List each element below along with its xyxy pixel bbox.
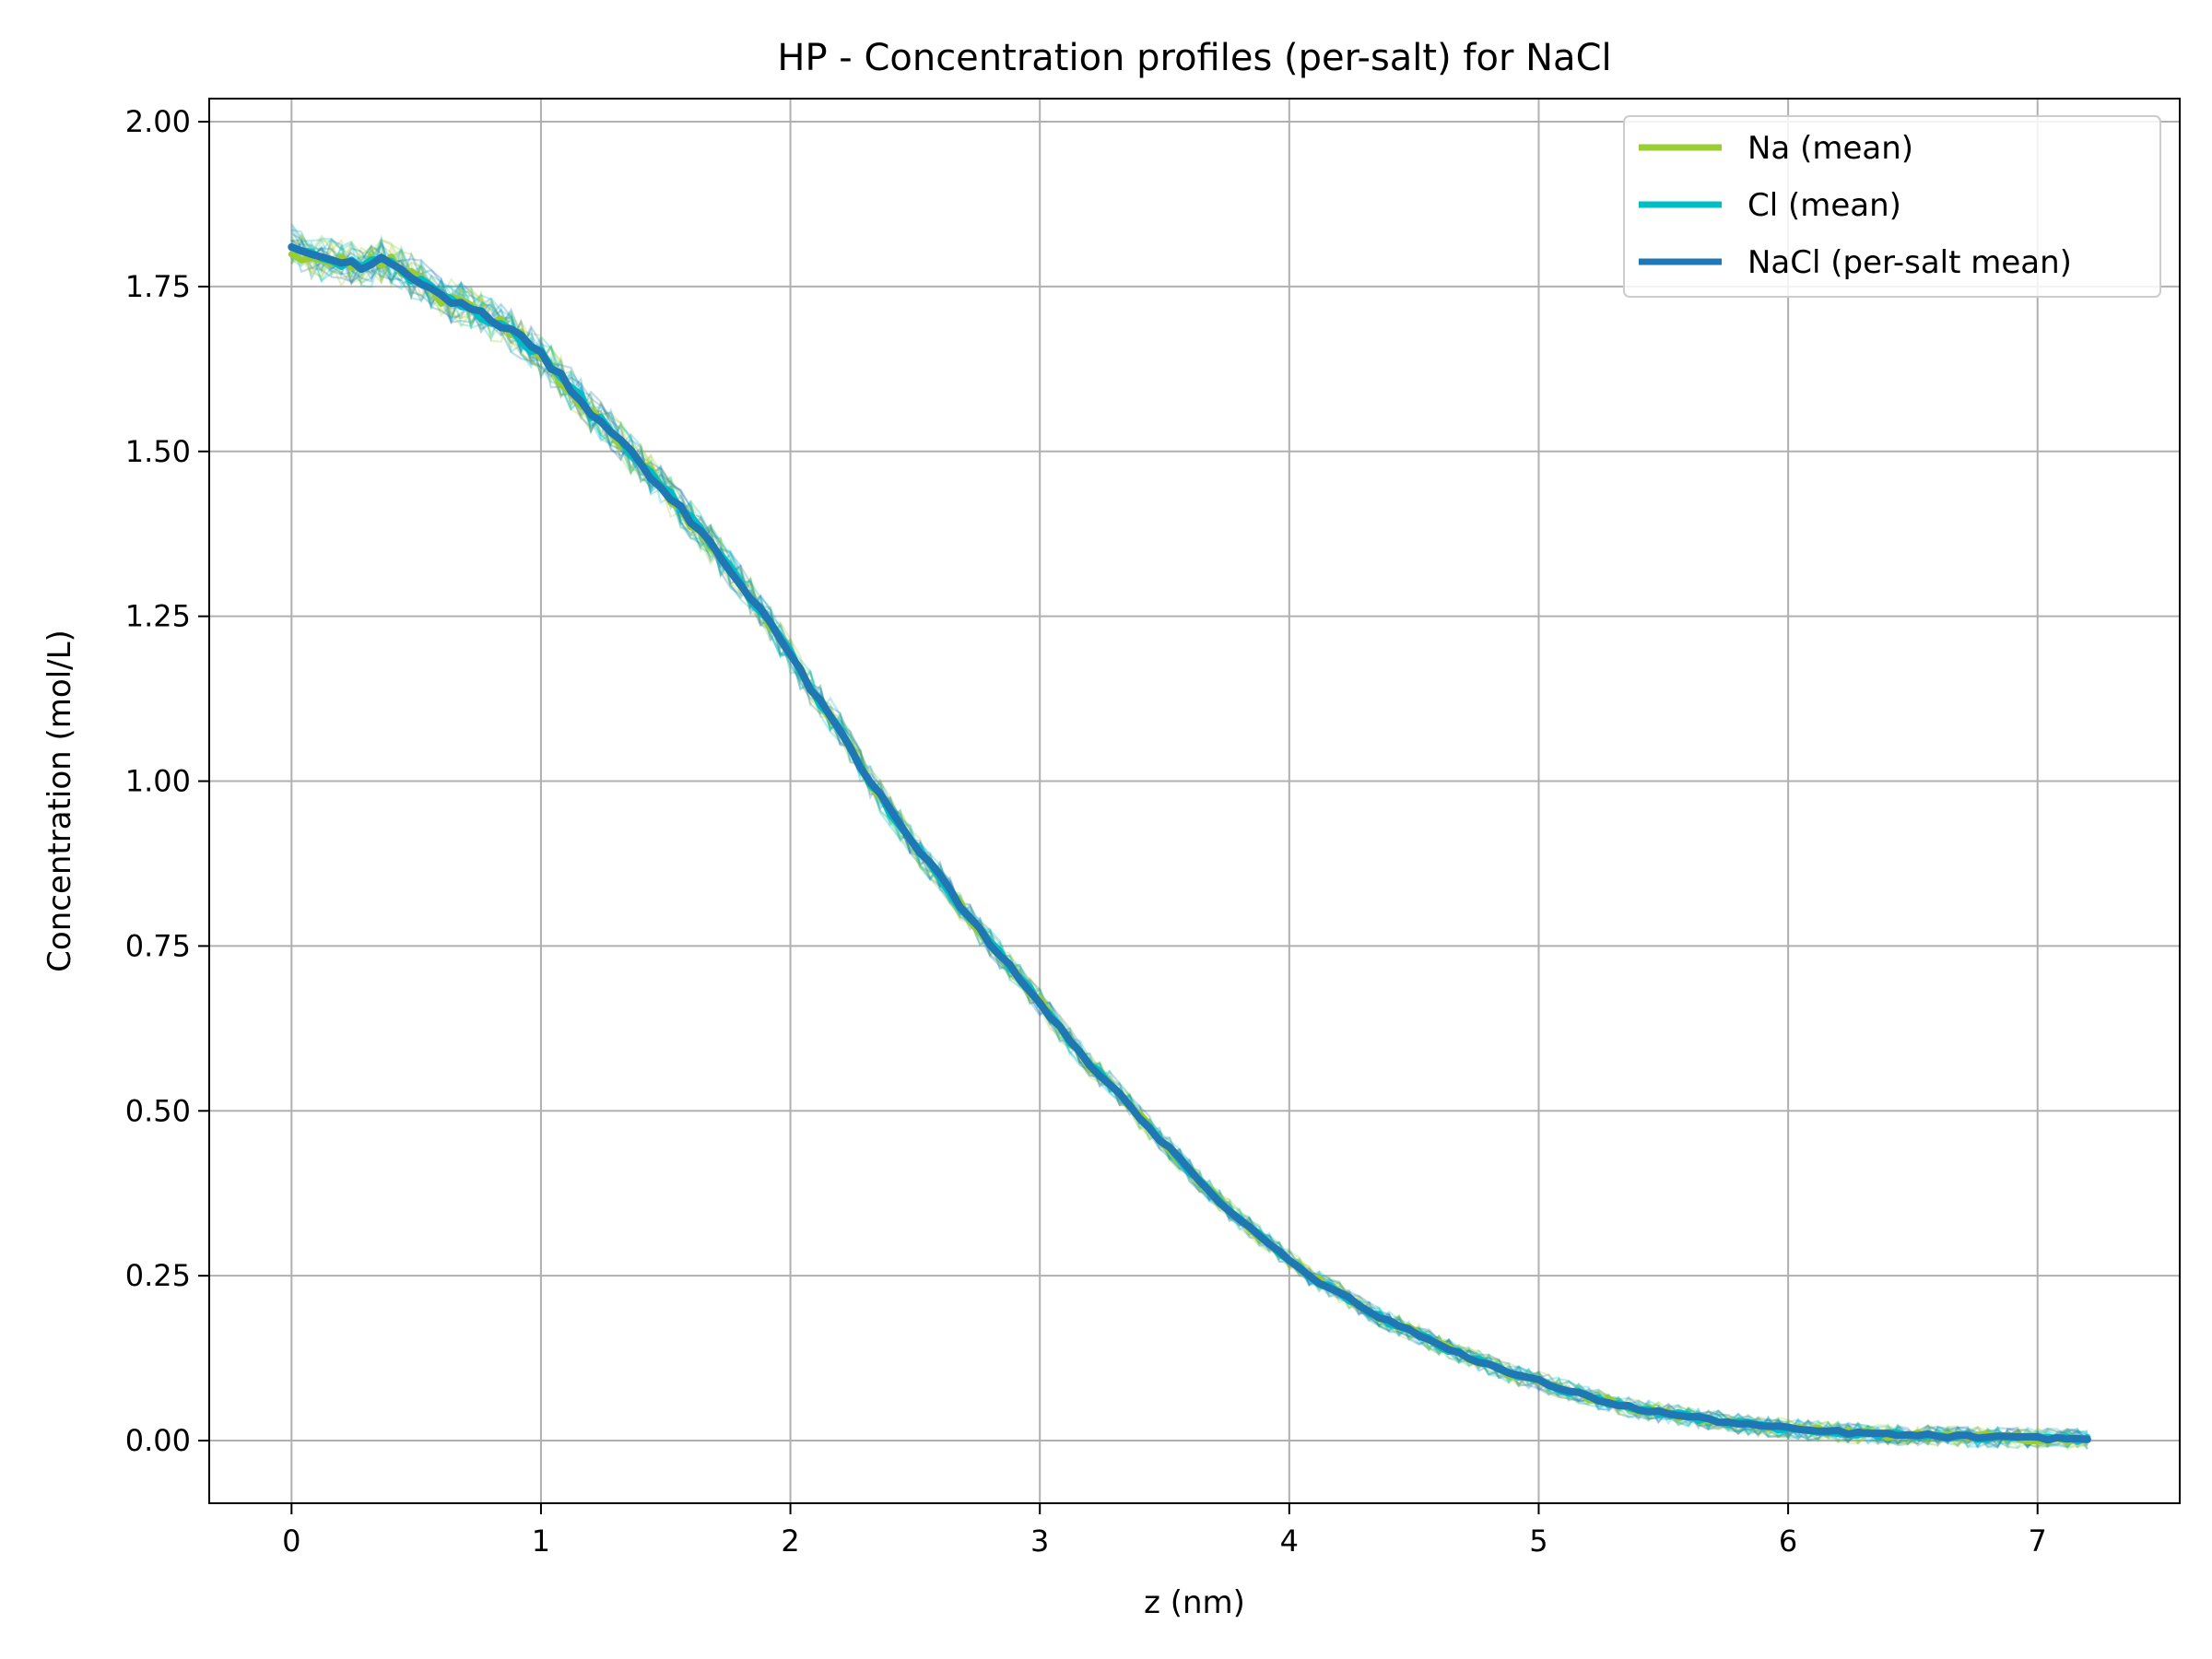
legend: Na (mean) Cl (mean) NaCl (per-salt mean) [1623, 115, 2161, 298]
x-tick-label: 3 [1030, 1524, 1049, 1559]
legend-label-cl: Cl (mean) [1747, 187, 1901, 224]
chart-title: HP - Concentration profiles (per-salt) f… [777, 37, 1611, 79]
y-tick-label: 2.00 [125, 104, 191, 139]
series-line-nacl [288, 242, 2091, 1444]
replicate-line [290, 233, 2088, 1450]
x-tick-label: 2 [781, 1524, 799, 1559]
legend-label-na: Na (mean) [1747, 130, 1913, 167]
y-tick-label: 1.25 [125, 599, 191, 634]
replicate-line [290, 239, 2088, 1448]
series-lines [288, 242, 2091, 1446]
y-tick-label: 1.00 [125, 764, 191, 799]
x-tick-label: 0 [282, 1524, 300, 1559]
x-tick-label: 1 [532, 1524, 550, 1559]
y-tick-label: 0.25 [125, 1258, 191, 1293]
y-tick-label: 1.75 [125, 269, 191, 304]
legend-label-nacl: NaCl (per-salt mean) [1747, 244, 2072, 281]
y-tick-label: 0.50 [125, 1093, 191, 1128]
y-tick-label: 1.50 [125, 434, 191, 469]
y-tick-label: 0.75 [125, 928, 191, 963]
legend-box [1623, 115, 2161, 298]
x-tick-label: 6 [1779, 1524, 1797, 1559]
x-tick-label: 5 [1529, 1524, 1547, 1559]
x-tick-label: 7 [2029, 1524, 2047, 1559]
grid-layer [209, 99, 2180, 1503]
x-axis-label: z (nm) [1144, 1584, 1245, 1621]
plot-frame [208, 98, 2181, 1504]
x-tick-label: 4 [1280, 1524, 1299, 1559]
y-tick-label: 0.00 [125, 1423, 191, 1458]
x-ticks: 0 1 2 3 4 5 6 7 [282, 1503, 2047, 1559]
replicate-line [290, 234, 2088, 1448]
y-axis-label: Concentration (mol/L) [41, 629, 78, 972]
y-ticks: 0.00 0.25 0.50 0.75 1.00 1.25 1.50 1.75 2.00 [125, 104, 209, 1458]
